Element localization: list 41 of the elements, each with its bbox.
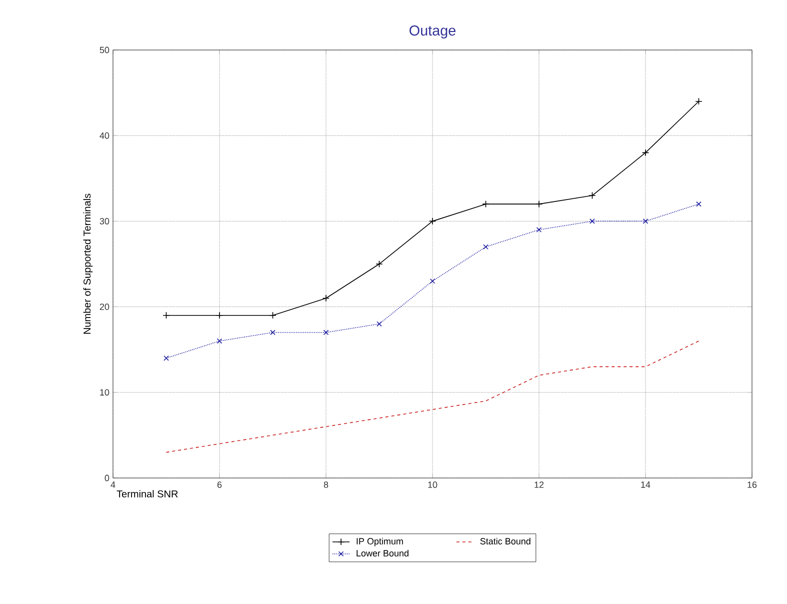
x-tick-label: 10 [428,482,438,488]
point [216,338,222,344]
y-tick-label: 0 [104,474,110,482]
y-tick-label: 20 [100,304,110,310]
chart-title: Outage [410,25,456,38]
x-tick-label: 14 [641,482,650,488]
x-tick-label: 8 [324,482,328,488]
point [269,312,276,319]
point [588,192,596,200]
point [323,330,329,336]
point [642,149,650,156]
point [536,227,542,232]
y-tick-label: 40 [100,132,110,139]
point [164,355,169,361]
legend-label: IP Optimum [356,538,403,546]
point [270,330,276,336]
x-tick-label: 16 [748,482,757,488]
y-tick-label: 50 [100,46,110,54]
point [695,98,702,105]
point [535,200,543,208]
point [162,312,170,319]
point [642,218,648,224]
point [216,312,224,319]
point [482,200,490,208]
x-tick-label: 12 [534,482,544,488]
x-tick-label: 6 [217,482,222,488]
x-tick-label: 4 [110,482,116,488]
x-axis-title: Terminal SNR [116,490,178,498]
point [590,218,595,224]
point [428,218,436,225]
point [376,321,382,327]
point [483,244,488,250]
y-axis-title: Number of Supported Terminals [83,194,93,334]
legend-label: Static Bound [480,538,530,544]
legend-label: Lower Bound [356,550,408,556]
y-tick-label: 10 [100,389,110,396]
point [376,260,383,268]
point [696,201,702,207]
y-tick-label: 30 [100,218,110,224]
point [430,278,436,284]
point [322,294,330,302]
